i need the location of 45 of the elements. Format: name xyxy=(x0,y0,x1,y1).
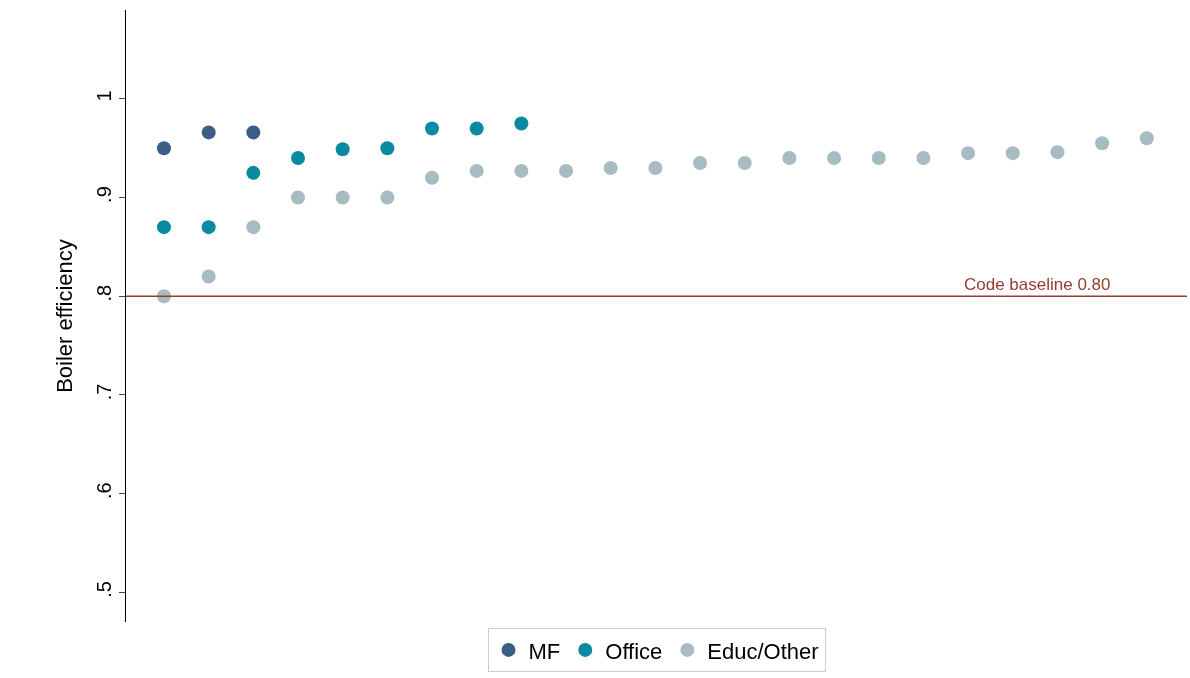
point xyxy=(916,151,931,166)
point xyxy=(603,160,618,175)
point xyxy=(246,125,261,140)
point xyxy=(514,163,529,178)
point xyxy=(648,160,663,175)
point xyxy=(380,190,395,205)
y-tick-label: 1 xyxy=(93,90,115,102)
point xyxy=(693,156,708,170)
y-tick-label: .5 xyxy=(93,581,115,598)
y-tick-label: .8 xyxy=(93,284,115,302)
point xyxy=(246,220,261,235)
y-tick-label: .6 xyxy=(93,482,115,500)
point xyxy=(961,146,976,161)
y-tick-label: .9 xyxy=(93,186,115,203)
point xyxy=(737,156,752,170)
point xyxy=(335,190,350,205)
point xyxy=(335,142,350,157)
point xyxy=(469,121,484,136)
point xyxy=(156,141,171,156)
point xyxy=(425,170,440,185)
point xyxy=(201,125,216,140)
point xyxy=(1139,131,1154,146)
point xyxy=(559,163,574,178)
point xyxy=(201,269,216,284)
y-tick-label: .7 xyxy=(93,383,115,401)
ref-line-label: Code baseline 0.80 xyxy=(964,275,1111,294)
point xyxy=(827,151,842,166)
point xyxy=(246,165,261,180)
point xyxy=(514,116,529,131)
legend-label: Educ/Other xyxy=(707,638,819,664)
point xyxy=(201,220,216,235)
point xyxy=(291,151,305,166)
point xyxy=(425,121,440,136)
point xyxy=(291,190,305,205)
point xyxy=(871,151,886,166)
point xyxy=(782,151,797,166)
point xyxy=(380,141,395,156)
legend-label: Office xyxy=(605,638,663,664)
point xyxy=(1050,145,1065,160)
y-axis-title: Boiler efficiency xyxy=(51,239,77,393)
point xyxy=(156,220,171,235)
point xyxy=(1005,146,1020,161)
legend-label: MF xyxy=(528,638,561,664)
point xyxy=(1095,136,1110,151)
point xyxy=(469,163,484,178)
